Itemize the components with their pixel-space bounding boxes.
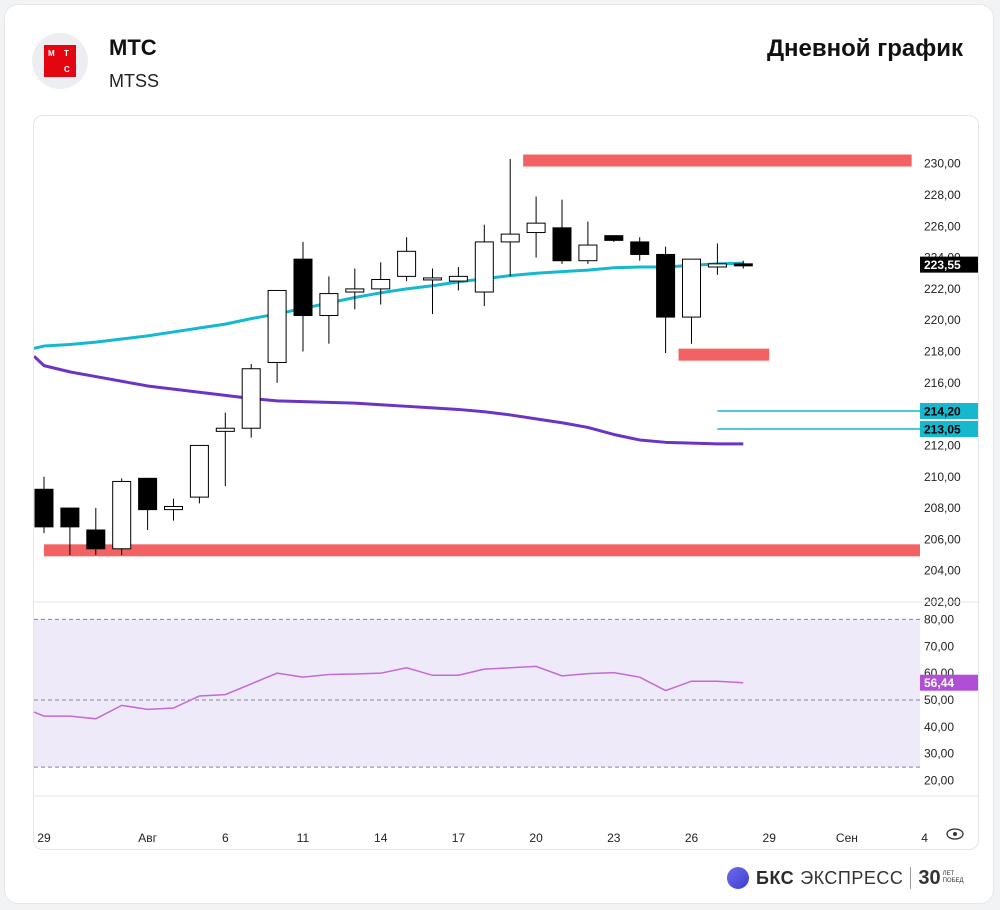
time-axis-tick: 11: [297, 831, 310, 845]
company-logo: М Т С: [32, 33, 88, 89]
candle-down: [630, 241, 650, 255]
company-name: МТС: [109, 35, 157, 60]
price-level-band: [523, 154, 912, 167]
price-axis-tick: 220,00: [924, 313, 961, 327]
axis-settings-icon[interactable]: [946, 828, 964, 840]
rsi-line: [34, 665, 744, 720]
time-axis-tick: Сен: [836, 831, 858, 845]
anniversary-line-2: ПОБЕД: [942, 878, 964, 884]
time-axis-tick: 29: [37, 831, 51, 845]
rsi-axis-tick: 70,00: [924, 639, 954, 653]
chart-card: М Т С МТС MTSS Дневной график 202,00 204,…: [4, 4, 994, 904]
candle-down: [86, 529, 106, 550]
time-axis-tick: 20: [529, 831, 543, 845]
candle-up: [500, 233, 520, 243]
rsi-axis-tick: 80,00: [924, 612, 954, 626]
rsi-tag-label: 56,44: [924, 676, 954, 690]
price-axis-tick: 226,00: [924, 219, 961, 233]
price-axis-tick: 212,00: [924, 438, 961, 452]
price-tag-label: 213,05: [924, 423, 961, 437]
price-chart[interactable]: 202,00204,00206,00208,00210,00212,00214,…: [34, 116, 978, 849]
price-tag-label: 223,55: [924, 258, 961, 272]
candle-up: [267, 289, 287, 363]
chart-type-title: Дневной график: [766, 35, 963, 62]
anniversary-caption: ЛЕТ ПОБЕД: [943, 871, 964, 885]
price-level-band: [44, 544, 920, 557]
brand-rest: ЭКСПРЕСС: [800, 867, 904, 888]
anniversary-line-1: ЛЕТ: [942, 871, 955, 877]
time-axis-tick: 29: [763, 831, 777, 845]
rsi-axis-tick: 40,00: [924, 720, 954, 734]
price-axis-tick: 228,00: [924, 188, 961, 202]
mts-logo-mark: М Т С: [44, 45, 76, 77]
time-axis-tick: 17: [452, 831, 466, 845]
candles: [34, 158, 753, 556]
price-tag-bg: [920, 421, 978, 438]
price-axis-tick: 218,00: [924, 345, 961, 359]
ma-long-line: [34, 355, 744, 446]
candle-down: [138, 477, 158, 511]
price-level-band: [678, 348, 770, 361]
brand-divider: [910, 867, 912, 889]
rsi-tag-bg: [920, 674, 978, 691]
logo-letter: С: [64, 65, 70, 74]
bcs-logo-icon: [727, 867, 749, 889]
candle-down: [34, 488, 54, 528]
candle-down: [733, 263, 753, 267]
candle-up: [164, 506, 183, 511]
price-tag-label: 214,20: [924, 405, 961, 419]
bcs-brand: БКС ЭКСПРЕСС 30 ЛЕТ ПОБЕД: [727, 863, 964, 893]
price-tags: 223,55 214,20 213,05: [920, 256, 978, 438]
candle-up: [474, 241, 494, 293]
price-axis-tick: 216,00: [924, 376, 961, 390]
price-tag-bg: [920, 403, 978, 420]
anniversary-number: 30: [918, 866, 941, 889]
candle-up: [397, 250, 417, 277]
time-axis-tick: 4: [921, 831, 928, 845]
time-axis-tick: Авг: [138, 831, 157, 845]
rsi-band: [34, 619, 920, 768]
candle-up: [423, 277, 442, 281]
candle-down: [552, 227, 572, 262]
time-axis-tick: 26: [685, 831, 699, 845]
ticker-symbol: MTSS: [109, 71, 160, 91]
candle-up: [345, 288, 365, 293]
chart-frame: 202,00204,00206,00208,00210,00212,00214,…: [33, 115, 979, 850]
brand-bold: БКС: [756, 867, 795, 888]
support-resistance-levels: [44, 154, 920, 557]
candle-up: [189, 444, 209, 498]
candle-up: [448, 275, 468, 282]
candle-down: [293, 258, 313, 317]
candle-up: [319, 293, 339, 317]
price-axis-tick: 204,00: [924, 564, 961, 578]
logo-letter: Т: [64, 49, 69, 58]
ma-short-line: [34, 261, 744, 350]
candle-up: [112, 480, 132, 550]
candle-down: [60, 507, 80, 528]
candle-up: [371, 279, 391, 290]
rsi-axis-tick: 50,00: [924, 693, 954, 707]
candle-up: [526, 222, 546, 234]
candle-down: [604, 235, 624, 241]
time-axis-tick: 6: [222, 831, 229, 845]
rsi-axis-tick: 20,00: [924, 774, 954, 788]
candle-up: [241, 368, 261, 429]
logo-letter: М: [48, 49, 55, 58]
time-axis: 29 Авг 6 11 14 17 20 23 26 29 Сен 4: [37, 831, 928, 845]
time-axis-tick: 14: [374, 831, 388, 845]
time-axis-tick: 23: [607, 831, 621, 845]
candle-up: [682, 258, 701, 318]
price-axis-tick: 222,00: [924, 282, 961, 296]
candle-up: [707, 263, 727, 268]
candle-up: [215, 427, 235, 432]
rsi-axis-tick: 30,00: [924, 747, 954, 761]
price-axis-tick: 230,00: [924, 157, 961, 171]
price-axis-tick: 210,00: [924, 470, 961, 484]
price-axis-tick: 206,00: [924, 532, 961, 546]
candle-up: [578, 244, 598, 262]
price-axis-tick: 208,00: [924, 501, 961, 515]
candle-down: [656, 253, 676, 318]
price-tag-bg: [920, 256, 978, 273]
